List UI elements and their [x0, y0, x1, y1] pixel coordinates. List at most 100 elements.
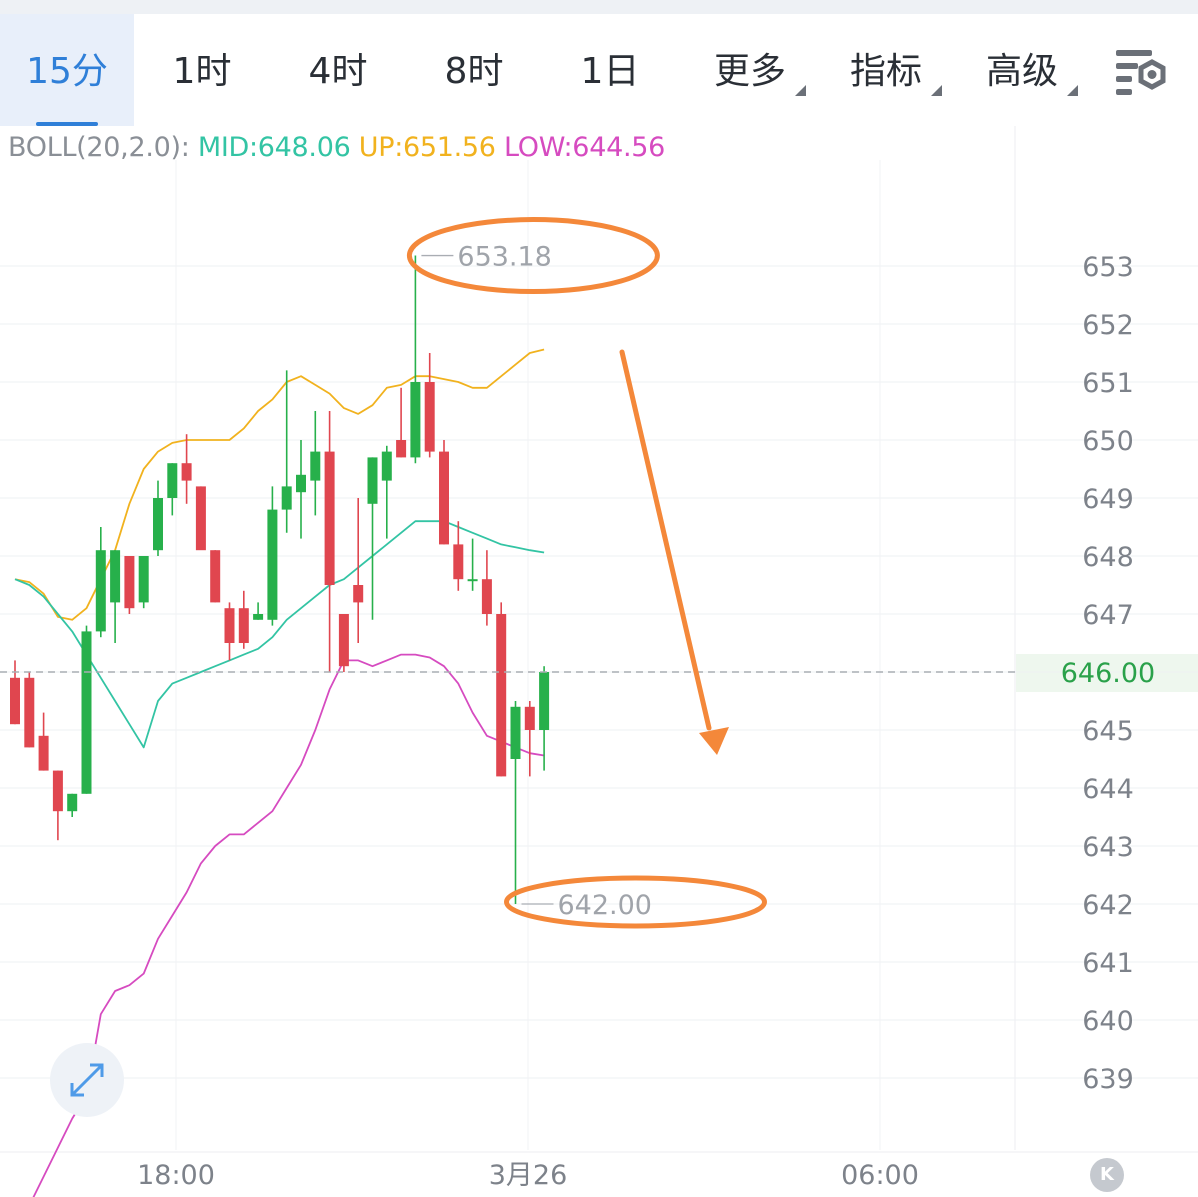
candle-body — [110, 550, 121, 603]
last-price-label: 646.00 — [1061, 658, 1155, 689]
candle-body — [310, 451, 321, 481]
candle-up — [310, 411, 321, 516]
candle-body — [338, 614, 349, 667]
candle-up — [167, 463, 178, 516]
candle-body — [410, 382, 421, 458]
candle-down — [524, 701, 535, 777]
boll-mid-line — [14, 520, 545, 749]
expand-arrows-icon[interactable] — [50, 1043, 124, 1117]
candle-up — [381, 445, 392, 539]
candle-series — [10, 255, 550, 904]
candle-body — [296, 474, 306, 493]
high-price-label: 653.18 — [457, 242, 551, 273]
candle-up — [281, 370, 292, 533]
active-tab-indicator — [0, 122, 134, 126]
candle-down — [195, 486, 206, 551]
candle-body — [496, 614, 507, 777]
tab-label: 高级 — [985, 51, 1058, 92]
candle-up — [95, 527, 106, 638]
x-axis: 18:00 3月26 06:00 — [137, 1160, 919, 1191]
boll-up-value: UP:651.56 — [358, 132, 496, 163]
y-tick-label: 647 — [1082, 600, 1134, 631]
y-tick-label: 642 — [1082, 890, 1134, 921]
candle-down — [496, 602, 507, 777]
tab-indicators[interactable]: 指标 — [826, 14, 946, 126]
candle-down — [396, 387, 407, 458]
candle-body — [238, 608, 249, 643]
dropdown-caret-icon — [931, 85, 942, 96]
tab-8h[interactable]: 8时 — [406, 14, 542, 126]
y-axis: 653 652 651 650 649 648 647 645 644 643 642 641 640 6… — [1082, 252, 1134, 1095]
low-price-label: 642.00 — [558, 890, 652, 921]
candle-down — [439, 440, 449, 545]
candle-body — [81, 631, 92, 794]
candle-body — [539, 672, 550, 730]
candle-up — [410, 255, 421, 464]
candle-down — [210, 550, 221, 603]
y-tick-label: 652 — [1082, 310, 1134, 341]
x-tick-label: 18:00 — [137, 1160, 215, 1191]
candle-body — [210, 550, 221, 603]
annotations: 646.00 653.18 642.00 — [0, 217, 1155, 929]
candle-body — [24, 677, 35, 748]
candle-down — [24, 672, 35, 748]
chart-settings-icon[interactable] — [1110, 44, 1174, 100]
candle-up — [253, 602, 264, 620]
candle-body — [524, 706, 535, 730]
tab-label: 更多 — [713, 51, 786, 92]
candle-body — [224, 608, 235, 643]
y-tick-label: 645 — [1082, 716, 1134, 747]
y-tick-label: 639 — [1082, 1064, 1134, 1095]
boll-up-line — [14, 348, 545, 621]
candle-body — [124, 556, 135, 609]
candle-down — [124, 556, 135, 614]
candle-up — [539, 666, 550, 771]
candle-body — [467, 579, 478, 582]
candle-body — [353, 585, 364, 603]
candle-body — [267, 509, 278, 620]
low-annotation-ellipse — [504, 875, 767, 929]
candle-body — [396, 440, 407, 458]
candle-body — [381, 451, 392, 481]
candle-body — [453, 544, 464, 580]
candle-body — [367, 457, 378, 504]
y-tick-label: 643 — [1082, 832, 1134, 863]
candle-down — [424, 353, 435, 458]
y-tick-label: 640 — [1082, 1006, 1134, 1037]
boll-low-value: LOW:644.56 — [503, 132, 665, 163]
candle-body — [67, 793, 78, 812]
candle-body — [153, 498, 163, 551]
y-tick-label: 653 — [1082, 252, 1134, 283]
candle-down — [453, 521, 464, 591]
tab-label: 8时 — [444, 51, 504, 92]
last-price-tag-bg — [1016, 654, 1198, 692]
y-tick-label: 650 — [1082, 426, 1134, 457]
candle-down — [10, 660, 20, 725]
candle-up — [138, 556, 149, 609]
candle-body — [10, 677, 20, 725]
tab-15min[interactable]: 15分 — [0, 14, 134, 126]
candle-down — [52, 770, 63, 841]
candle-body — [424, 382, 435, 452]
candle-down — [353, 498, 364, 643]
candle-body — [52, 770, 63, 812]
tab-label: 指标 — [849, 51, 922, 92]
candle-body — [195, 486, 206, 551]
y-tick-label: 644 — [1082, 774, 1134, 805]
tab-4h[interactable]: 4时 — [270, 14, 406, 126]
x-tick-label: 3月26 — [489, 1160, 568, 1191]
candle-up — [110, 550, 121, 643]
tab-1h[interactable]: 1时 — [134, 14, 270, 126]
candle-up — [367, 457, 378, 620]
tab-more[interactable]: 更多 — [690, 14, 810, 126]
tab-1d[interactable]: 1日 — [542, 14, 678, 126]
candle-body — [281, 486, 292, 510]
down-arrow-shaft — [619, 349, 712, 731]
candle-body — [481, 579, 492, 614]
candle-up — [267, 486, 278, 626]
candle-body — [138, 556, 149, 603]
k-badge-icon[interactable]: K — [1090, 1158, 1124, 1192]
candle-body — [253, 614, 264, 620]
tab-advanced[interactable]: 高级 — [962, 14, 1082, 126]
